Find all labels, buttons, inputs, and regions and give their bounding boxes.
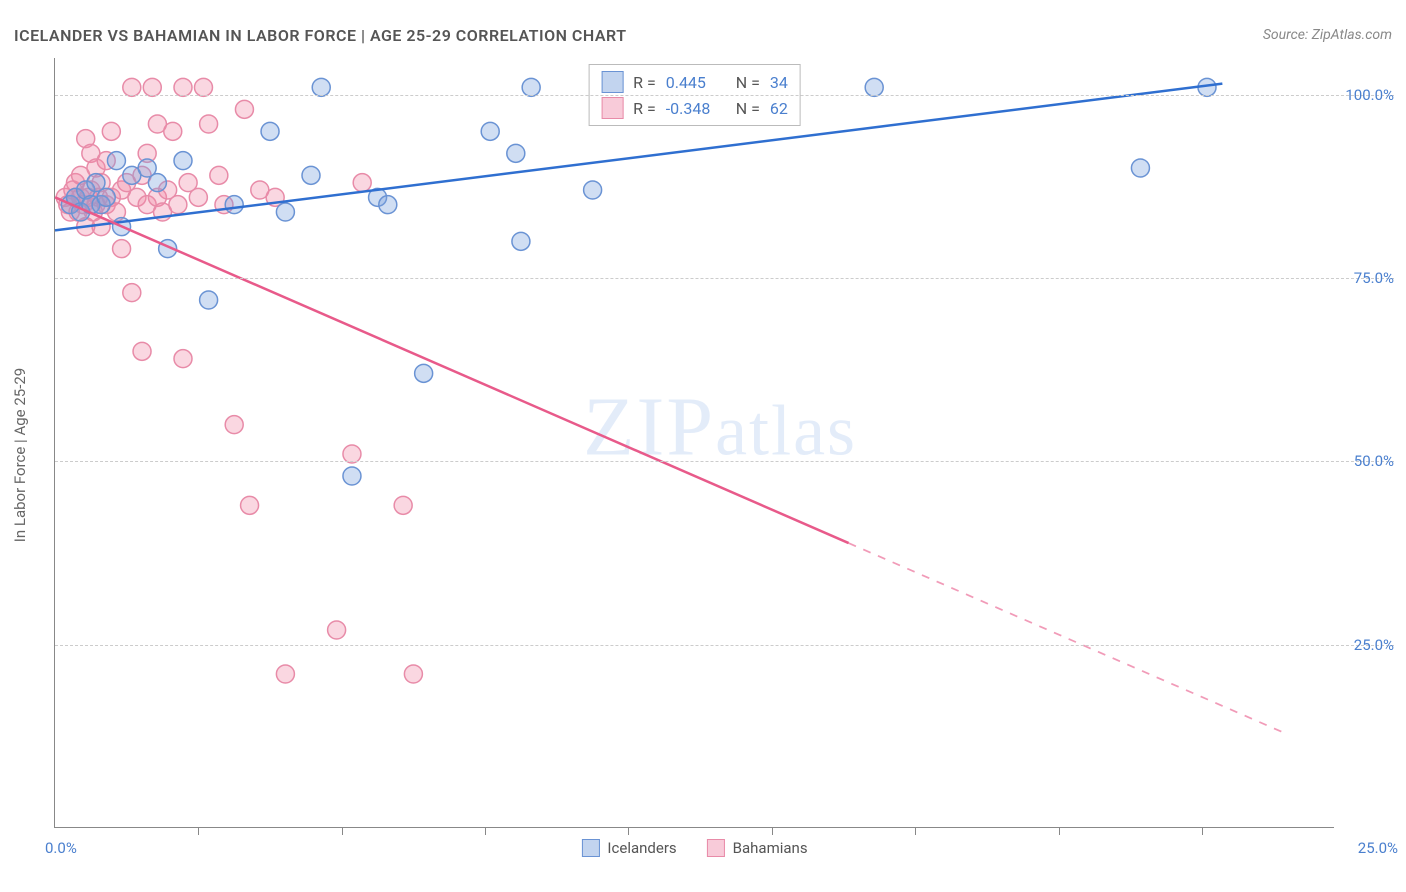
x-tick — [628, 827, 629, 835]
n-value: 34 — [770, 73, 788, 92]
y-tick-label: 100.0% — [1339, 86, 1394, 104]
data-point — [200, 115, 218, 133]
data-point — [241, 496, 259, 514]
data-point — [225, 416, 243, 434]
legend-label: Bahamians — [733, 839, 808, 857]
x-tick — [485, 827, 486, 835]
data-point — [312, 78, 330, 96]
data-point — [123, 284, 141, 302]
data-point — [584, 181, 602, 199]
legend-item: Bahamians — [707, 839, 808, 857]
data-point — [353, 174, 371, 192]
data-point — [481, 122, 499, 140]
correlation-legend-row: R = 0.445 N = 34 — [601, 69, 788, 95]
data-point — [328, 621, 346, 639]
data-point — [164, 122, 182, 140]
x-tick — [1202, 827, 1203, 835]
x-tick — [1059, 827, 1060, 835]
data-point — [865, 78, 883, 96]
source-label: Source: ZipAtlas.com — [1263, 27, 1392, 43]
data-point — [133, 342, 151, 360]
x-origin-label: 0.0% — [45, 839, 77, 857]
grid-line — [55, 278, 1394, 279]
data-point — [225, 196, 243, 214]
data-point — [174, 350, 192, 368]
plot-area: ZIPatlas R =0.445N =34R =-0.348N =62 0.0… — [54, 58, 1334, 828]
legend-swatch — [581, 839, 599, 857]
data-point — [107, 152, 125, 170]
data-point — [276, 665, 294, 683]
r-value: -0.348 — [666, 99, 726, 118]
grid-line — [55, 95, 1394, 96]
data-point — [97, 188, 115, 206]
data-point — [148, 174, 166, 192]
y-tick-label: 75.0% — [1339, 269, 1394, 287]
legend-item: Icelanders — [581, 839, 676, 857]
x-tick — [198, 827, 199, 835]
legend-label: Icelanders — [607, 839, 676, 857]
y-tick-label: 50.0% — [1339, 452, 1394, 470]
r-value: 0.445 — [666, 73, 726, 92]
grid-line — [55, 461, 1394, 462]
data-point — [512, 232, 530, 250]
data-point — [302, 166, 320, 184]
header: ICELANDER VS BAHAMIAN IN LABOR FORCE | A… — [14, 20, 1392, 50]
x-end-label: 25.0% — [1358, 839, 1398, 857]
legend-swatch — [601, 97, 623, 119]
n-value: 62 — [770, 99, 788, 118]
r-symbol: R = — [633, 99, 656, 118]
data-point — [174, 78, 192, 96]
data-point — [102, 122, 120, 140]
y-tick-label: 25.0% — [1339, 636, 1394, 654]
legend-swatch — [707, 839, 725, 857]
data-point — [210, 166, 228, 184]
data-point — [507, 144, 525, 162]
data-point — [143, 78, 161, 96]
data-point — [379, 196, 397, 214]
grid-line — [55, 645, 1394, 646]
trend-line-extrapolated — [849, 543, 1284, 733]
chart-container: ICELANDER VS BAHAMIAN IN LABOR FORCE | A… — [0, 0, 1406, 892]
n-symbol: N = — [736, 73, 760, 92]
chart-svg — [55, 58, 1334, 827]
y-axis-label: In Labor Force | Age 25-29 — [11, 368, 29, 542]
data-point — [343, 445, 361, 463]
n-symbol: N = — [736, 99, 760, 118]
trend-line — [55, 197, 849, 543]
legend-swatch — [601, 71, 623, 93]
correlation-legend-row: R = -0.348 N = 62 — [601, 95, 788, 121]
data-point — [343, 467, 361, 485]
data-point — [522, 78, 540, 96]
x-tick — [342, 827, 343, 835]
data-point — [200, 291, 218, 309]
data-point — [194, 78, 212, 96]
data-point — [189, 188, 207, 206]
data-point — [276, 203, 294, 221]
data-point — [404, 665, 422, 683]
x-tick — [915, 827, 916, 835]
data-point — [169, 196, 187, 214]
chart-title: ICELANDER VS BAHAMIAN IN LABOR FORCE | A… — [14, 26, 627, 45]
data-point — [235, 100, 253, 118]
data-point — [113, 240, 131, 258]
data-point — [415, 364, 433, 382]
data-point — [261, 122, 279, 140]
data-point — [394, 496, 412, 514]
x-tick — [772, 827, 773, 835]
series-legend: Icelanders Bahamians — [581, 839, 807, 857]
data-point — [123, 78, 141, 96]
r-symbol: R = — [633, 73, 656, 92]
data-point — [1131, 159, 1149, 177]
data-point — [174, 152, 192, 170]
